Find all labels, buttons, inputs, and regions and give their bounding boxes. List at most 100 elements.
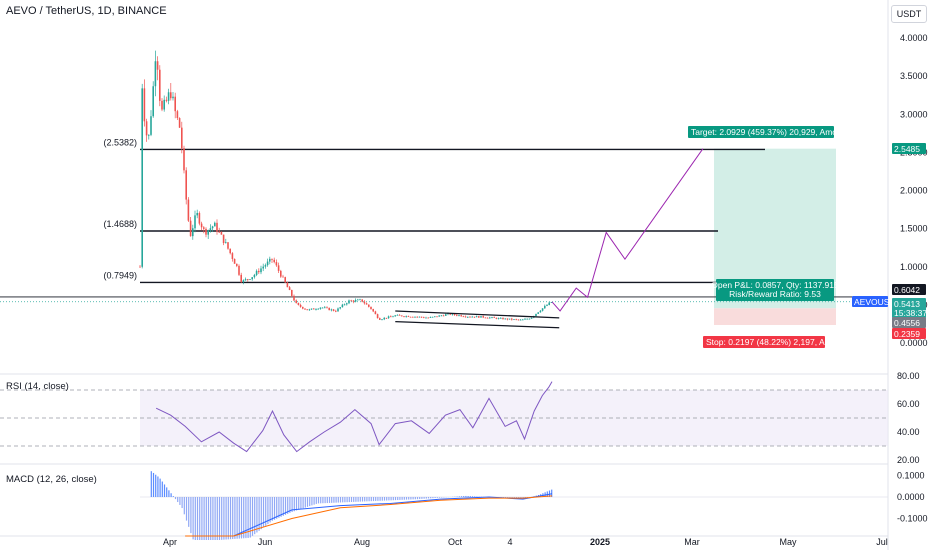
macd-histogram-bar [357, 497, 359, 502]
candle [238, 265, 240, 275]
candle [313, 308, 315, 310]
candle [341, 304, 344, 308]
macd-pane[interactable] [140, 471, 888, 540]
macd-histogram-bar [258, 497, 260, 531]
macd-histogram-bar [218, 497, 221, 540]
macd-histogram-bar [289, 497, 291, 513]
pnl-text: Open P&L: 0.0857, Qty: 1137.915 [711, 280, 839, 290]
macd-histogram-bar [291, 497, 293, 512]
candle [407, 316, 410, 317]
candle [396, 314, 399, 316]
candle [392, 316, 394, 318]
macd-histogram-bar [207, 497, 210, 540]
x-tick-label: Mar [684, 537, 700, 547]
price-badge-text: 0.4556 [894, 318, 920, 328]
macd-histogram-bar [322, 497, 324, 504]
macd-histogram-bar [232, 497, 234, 540]
candle [359, 299, 361, 301]
candle [363, 301, 366, 304]
rsi-tick-label: 40.00 [897, 427, 920, 437]
macd-histogram-bar [280, 497, 282, 517]
candle [515, 319, 517, 321]
macd-histogram-bar [368, 497, 370, 502]
level-label: (1.4688) [103, 219, 137, 229]
candle [548, 302, 550, 305]
macd-histogram-bar [436, 497, 438, 498]
rsi-tick-label: 80.00 [897, 371, 920, 381]
candle [145, 121, 148, 136]
macd-tick-label: 0.0000 [897, 492, 925, 502]
candle [148, 134, 150, 136]
candle [379, 318, 381, 320]
candle [319, 307, 322, 309]
macd-histogram-bar [179, 497, 181, 505]
candle [365, 303, 368, 305]
macd-histogram-bar [300, 497, 302, 510]
candle [445, 314, 447, 316]
candle [427, 317, 429, 319]
macd-label[interactable]: MACD (12, 26, close) [6, 474, 97, 485]
candle [361, 299, 363, 302]
candle [467, 316, 469, 318]
macd-histogram-bar [372, 497, 375, 502]
macd-histogram-bar [196, 497, 199, 540]
macd-histogram-bar [302, 497, 304, 509]
macd-histogram-bar [185, 497, 188, 521]
candle [469, 316, 471, 318]
macd-histogram-bar [423, 497, 425, 499]
candle [434, 316, 436, 318]
macd-histogram-bar [463, 496, 465, 497]
price-badge-text: 0.2359 [894, 329, 920, 339]
candle [181, 127, 183, 149]
candle [343, 304, 346, 306]
candle [383, 317, 385, 320]
pnl-label: Open P&L: 0.0857, Qty: 1137.915Risk/Rewa… [711, 279, 839, 301]
macd-histogram-bar [155, 474, 157, 497]
candle [519, 319, 522, 321]
y-tick-label: 0.0000 [900, 338, 928, 348]
macd-histogram-bar [344, 497, 346, 503]
candle [286, 282, 289, 288]
candle [484, 317, 487, 319]
candle [368, 304, 370, 307]
macd-histogram-bar [320, 497, 322, 504]
macd-histogram-bar [163, 484, 166, 497]
candle [456, 314, 458, 316]
candle [207, 230, 209, 235]
candle [449, 313, 451, 315]
macd-histogram-bar [212, 497, 214, 540]
x-tick-label: May [779, 537, 797, 547]
macd-histogram-bar [324, 497, 326, 504]
candle [403, 316, 405, 318]
candle [526, 318, 528, 320]
macd-histogram-bar [416, 497, 419, 500]
price-badge: 0.5413 [892, 298, 926, 309]
currency-button[interactable]: USDT [891, 5, 927, 23]
macd-histogram-bar [421, 497, 423, 499]
macd-histogram-bar [166, 487, 168, 497]
price-badge-bg [892, 328, 926, 339]
macd-histogram-bar [370, 497, 372, 502]
rsi-line [155, 381, 553, 453]
macd-histogram-bar [427, 497, 430, 499]
symbol-badge: AEVOUSDT [852, 296, 901, 307]
candle [504, 318, 506, 320]
candle [409, 316, 412, 318]
macd-histogram-bar [287, 497, 289, 514]
macd-histogram-bar [229, 497, 232, 540]
price-pane[interactable]: (2.5382) (1.4688) (0.7949) Target: 2.0929 (… [0, 50, 888, 348]
candle [280, 270, 282, 277]
macd-histogram-bar [234, 497, 236, 539]
candle [262, 266, 264, 269]
macd-histogram-bar [304, 497, 306, 508]
macd-histogram-bar [254, 497, 256, 535]
candle [244, 279, 247, 281]
macd-histogram-bar [161, 481, 163, 497]
rsi-label[interactable]: RSI (14, close) [6, 381, 69, 392]
candle [370, 306, 372, 310]
macd-histogram-bar [359, 497, 361, 502]
stop-label-bg [703, 336, 825, 348]
macd-histogram-bar [474, 496, 476, 497]
rsi-pane[interactable] [0, 381, 888, 453]
